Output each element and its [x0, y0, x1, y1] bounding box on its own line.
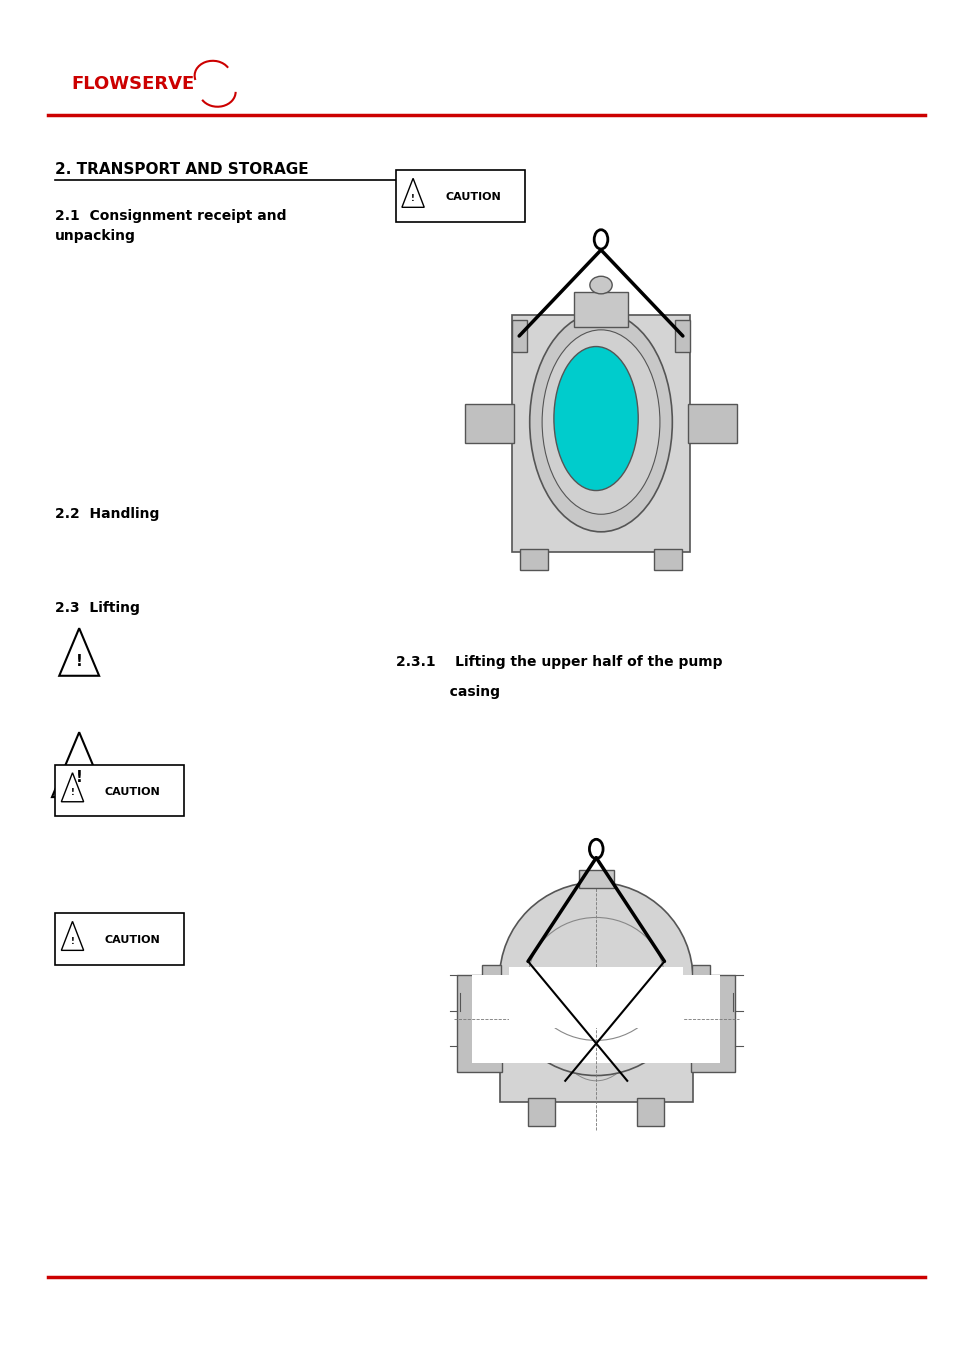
- FancyBboxPatch shape: [527, 1098, 555, 1127]
- Ellipse shape: [541, 330, 659, 515]
- FancyBboxPatch shape: [675, 320, 690, 351]
- Text: FLOWSERVE: FLOWSERVE: [71, 74, 194, 93]
- FancyBboxPatch shape: [690, 975, 735, 1073]
- Text: CAUTION: CAUTION: [445, 192, 500, 203]
- Polygon shape: [59, 628, 99, 676]
- FancyBboxPatch shape: [578, 870, 613, 888]
- FancyBboxPatch shape: [654, 549, 680, 570]
- FancyBboxPatch shape: [464, 404, 514, 443]
- Text: 2.1  Consignment receipt and
unpacking: 2.1 Consignment receipt and unpacking: [55, 209, 287, 243]
- Text: CAUTION: CAUTION: [105, 786, 160, 797]
- Ellipse shape: [529, 312, 672, 532]
- Ellipse shape: [589, 276, 612, 295]
- Text: 2.3  Lifting: 2.3 Lifting: [55, 601, 140, 615]
- FancyBboxPatch shape: [637, 1098, 663, 1127]
- Text: 2. TRANSPORT AND STORAGE: 2. TRANSPORT AND STORAGE: [55, 162, 309, 177]
- FancyBboxPatch shape: [511, 315, 690, 553]
- Text: !: !: [71, 789, 74, 797]
- Circle shape: [594, 230, 607, 249]
- FancyBboxPatch shape: [55, 765, 184, 816]
- Text: !: !: [411, 195, 415, 203]
- Circle shape: [589, 839, 602, 859]
- Text: 2.3.1    Lifting the upper half of the pump: 2.3.1 Lifting the upper half of the pump: [395, 655, 721, 669]
- FancyBboxPatch shape: [687, 404, 737, 443]
- FancyBboxPatch shape: [472, 975, 720, 1063]
- Text: casing: casing: [395, 685, 499, 698]
- Polygon shape: [61, 773, 84, 801]
- FancyBboxPatch shape: [499, 979, 692, 1102]
- Text: !: !: [71, 938, 74, 946]
- Polygon shape: [52, 732, 107, 797]
- Ellipse shape: [499, 882, 692, 1075]
- FancyBboxPatch shape: [456, 975, 501, 1073]
- Text: !: !: [75, 654, 83, 669]
- FancyBboxPatch shape: [481, 965, 500, 993]
- FancyBboxPatch shape: [520, 549, 547, 570]
- Polygon shape: [61, 921, 84, 950]
- FancyBboxPatch shape: [55, 913, 184, 965]
- FancyBboxPatch shape: [691, 965, 710, 993]
- Ellipse shape: [554, 346, 638, 490]
- Text: !: !: [75, 770, 83, 785]
- FancyBboxPatch shape: [511, 320, 526, 351]
- Text: CAUTION: CAUTION: [105, 935, 160, 946]
- Text: 2.2  Handling: 2.2 Handling: [55, 507, 159, 520]
- FancyBboxPatch shape: [509, 967, 682, 1028]
- FancyBboxPatch shape: [573, 292, 628, 327]
- Polygon shape: [401, 178, 424, 207]
- FancyBboxPatch shape: [395, 170, 524, 222]
